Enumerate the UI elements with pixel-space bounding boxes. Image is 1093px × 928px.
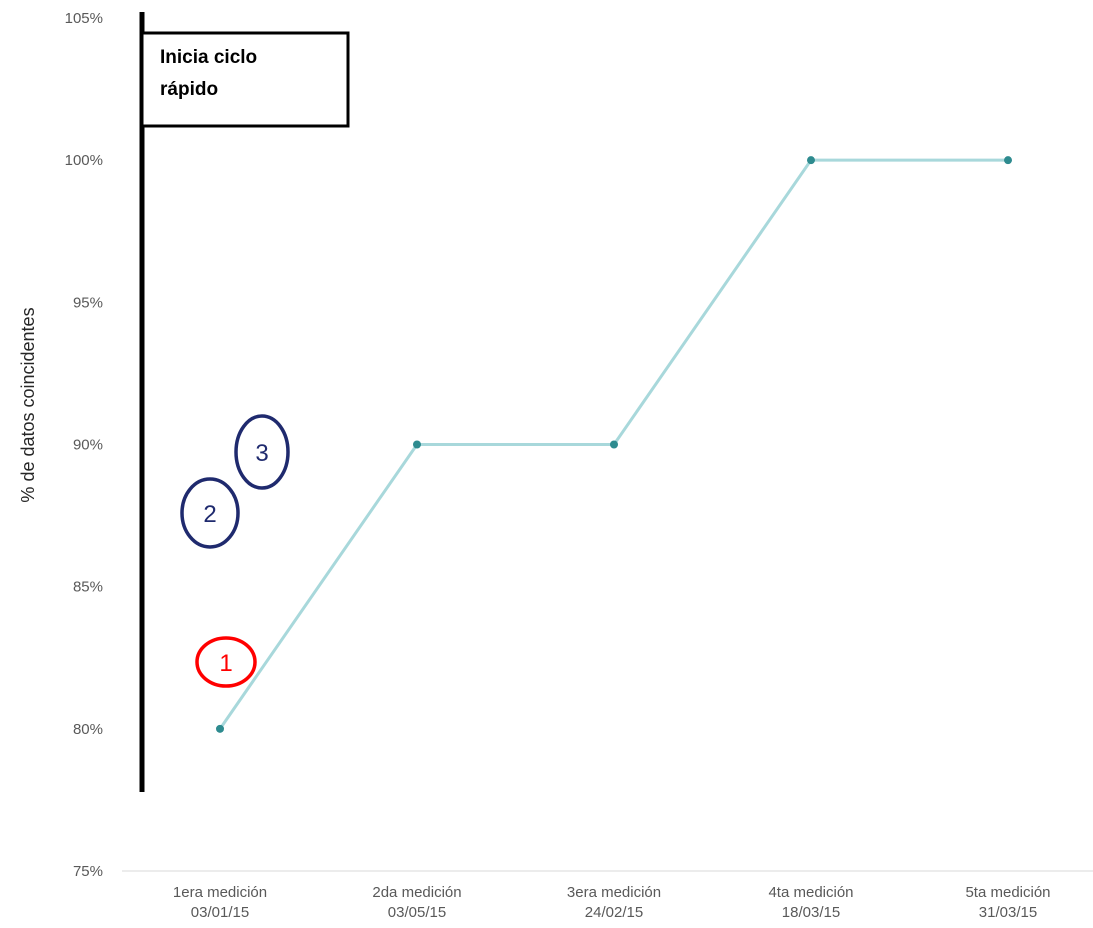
marker-1: 1 [195,636,257,688]
marker-1-label: 1 [219,650,232,677]
x-tick-label: 2da medición [372,884,461,901]
callout-border [140,31,350,128]
marker-3-circle [234,414,290,490]
data-point [610,440,618,449]
x-tick-label: 4ta medición [768,884,853,901]
x-axis: 1era medición 03/01/15 2da medición 03/05/1… [173,884,1051,921]
callout-box: Inicia ciclo rápido [140,31,350,128]
data-point [216,724,224,733]
series-layer [216,156,1012,733]
marker-2-label: 2 [203,501,216,528]
data-point [413,440,421,449]
callout-line-2: rápido [160,79,218,100]
y-axis: 75% 80% 85% 90% 95% 100% 105% [65,10,103,880]
x-tick-label: 3era medición [567,884,661,901]
y-tick-label: 100% [65,152,103,169]
data-point [807,156,815,165]
x-tick-label: 5ta medición [965,884,1050,901]
y-tick-label: 90% [73,437,103,454]
x-tick-label: 31/03/15 [979,904,1037,921]
callout-line-1: Inicia ciclo [160,47,257,68]
marker-2: 2 [180,477,240,549]
x-tick-label: 03/01/15 [191,904,249,921]
y-axis-title: % de datos coincidentes [18,307,38,502]
y-tick-label: 85% [73,579,103,596]
y-tick-label: 95% [73,294,103,311]
marker-3: 3 [234,414,290,490]
x-tick-label: 18/03/15 [782,904,840,921]
x-tick-label: 1era medición [173,884,267,901]
data-point [1004,156,1012,165]
x-tick-label: 24/02/15 [585,904,643,921]
y-tick-label: 75% [73,863,103,880]
marker-1-circle [195,636,257,688]
y-tick-label: 80% [73,721,103,738]
x-tick-label: 03/05/15 [388,904,446,921]
marker-2-circle [180,477,240,549]
y-tick-label: 105% [65,10,103,27]
marker-3-label: 3 [255,440,268,467]
